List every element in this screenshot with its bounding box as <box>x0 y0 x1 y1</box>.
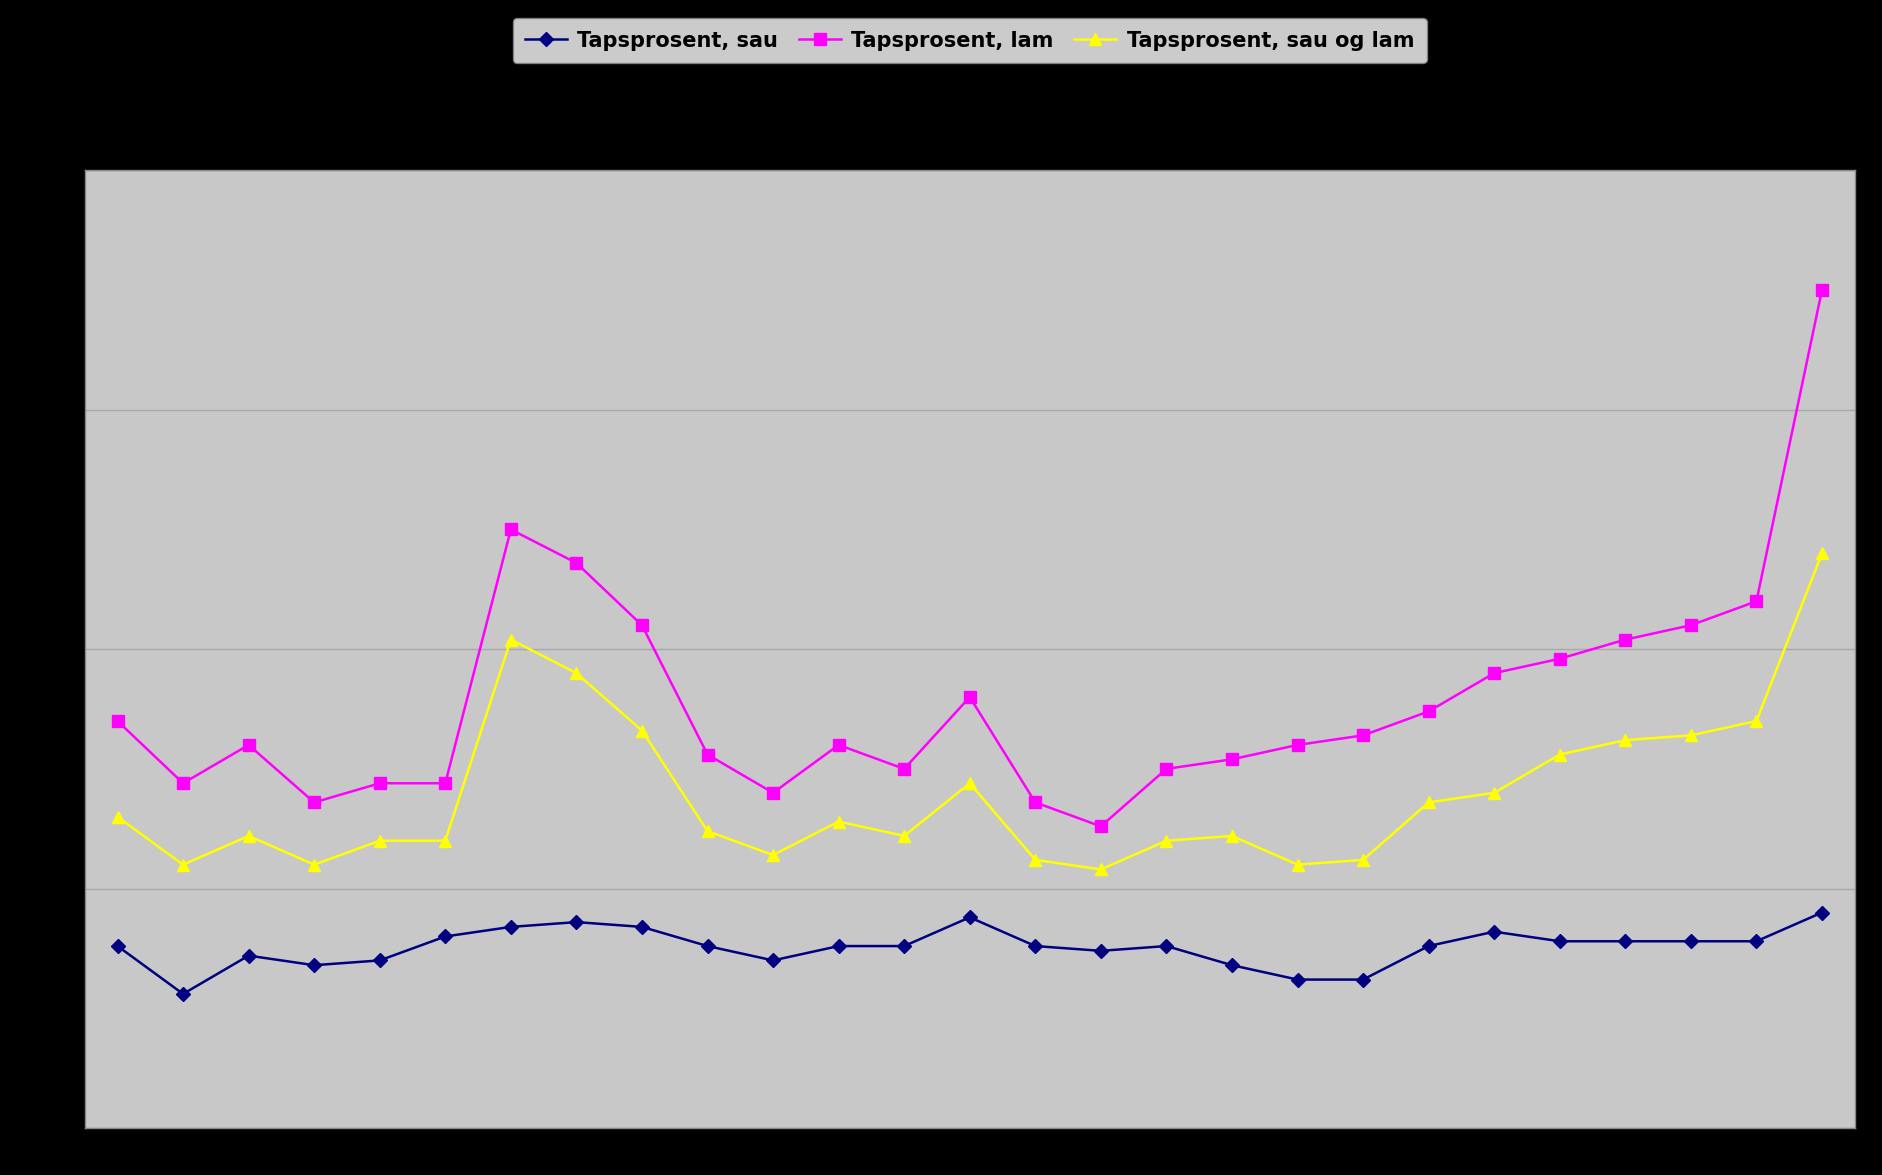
Tapsprosent, lam <box>1810 283 1833 297</box>
Tapsprosent, sau <box>1024 939 1046 953</box>
Tapsprosent, sau og lam <box>1483 786 1506 800</box>
Tapsprosent, sau og lam <box>826 814 849 828</box>
Tapsprosent, sau <box>958 911 981 925</box>
Tapsprosent, sau og lam <box>1220 828 1242 842</box>
Line: Tapsprosent, lam: Tapsprosent, lam <box>111 284 1827 833</box>
Tapsprosent, sau og lam <box>1024 853 1046 867</box>
Tapsprosent, sau og lam <box>630 724 653 738</box>
Tapsprosent, lam <box>1154 761 1176 776</box>
Tapsprosent, lam <box>892 761 915 776</box>
Tapsprosent, sau <box>1285 973 1308 987</box>
Tapsprosent, sau og lam <box>237 828 260 842</box>
Tapsprosent, lam <box>565 556 587 570</box>
Tapsprosent, sau og lam <box>171 858 194 872</box>
Tapsprosent, sau <box>1483 925 1506 939</box>
Tapsprosent, sau <box>303 958 326 972</box>
Tapsprosent, sau <box>696 939 719 953</box>
Tapsprosent, sau <box>1351 973 1374 987</box>
Legend: Tapsprosent, sau, Tapsprosent, lam, Tapsprosent, sau og lam: Tapsprosent, sau, Tapsprosent, lam, Taps… <box>512 18 1427 63</box>
Tapsprosent, lam <box>369 777 391 791</box>
Tapsprosent, lam <box>105 714 128 728</box>
Tapsprosent, lam <box>1417 704 1440 718</box>
Tapsprosent, lam <box>1483 666 1506 680</box>
Tapsprosent, sau og lam <box>1154 833 1176 847</box>
Tapsprosent, sau og lam <box>1351 853 1374 867</box>
Tapsprosent, sau <box>369 953 391 967</box>
Tapsprosent, sau <box>433 929 455 944</box>
Tapsprosent, sau og lam <box>499 632 521 646</box>
Tapsprosent, lam <box>499 523 521 537</box>
Tapsprosent, sau og lam <box>1090 862 1112 877</box>
Tapsprosent, sau og lam <box>958 777 981 791</box>
Tapsprosent, sau og lam <box>1547 747 1570 761</box>
Tapsprosent, sau <box>1679 934 1701 948</box>
Tapsprosent, sau og lam <box>565 666 587 680</box>
Tapsprosent, sau og lam <box>1285 858 1308 872</box>
Tapsprosent, sau <box>1220 958 1242 972</box>
Tapsprosent, sau og lam <box>1679 728 1701 743</box>
Tapsprosent, sau og lam <box>696 824 719 838</box>
Tapsprosent, lam <box>303 795 326 810</box>
Tapsprosent, lam <box>1024 795 1046 810</box>
Tapsprosent, lam <box>433 777 455 791</box>
Tapsprosent, sau og lam <box>105 810 128 824</box>
Tapsprosent, lam <box>630 618 653 632</box>
Tapsprosent, sau og lam <box>1810 546 1833 560</box>
Tapsprosent, lam <box>1547 652 1570 666</box>
Tapsprosent, sau og lam <box>433 833 455 847</box>
Tapsprosent, sau <box>630 920 653 934</box>
Tapsprosent, lam <box>826 738 849 752</box>
Tapsprosent, sau <box>826 939 849 953</box>
Tapsprosent, sau <box>171 987 194 1001</box>
Tapsprosent, lam <box>171 777 194 791</box>
Tapsprosent, sau <box>1417 939 1440 953</box>
Line: Tapsprosent, sau: Tapsprosent, sau <box>113 907 1826 999</box>
Tapsprosent, sau <box>1547 934 1570 948</box>
Tapsprosent, sau <box>1154 939 1176 953</box>
Tapsprosent, sau og lam <box>1417 795 1440 810</box>
Tapsprosent, lam <box>1220 752 1242 766</box>
Tapsprosent, lam <box>237 738 260 752</box>
Tapsprosent, sau og lam <box>303 858 326 872</box>
Tapsprosent, sau <box>1613 934 1635 948</box>
Tapsprosent, lam <box>1351 728 1374 743</box>
Tapsprosent, sau og lam <box>892 828 915 842</box>
Tapsprosent, lam <box>1613 632 1635 646</box>
Tapsprosent, sau <box>565 915 587 929</box>
Tapsprosent, lam <box>1679 618 1701 632</box>
Tapsprosent, sau <box>499 920 521 934</box>
Tapsprosent, sau <box>892 939 915 953</box>
Tapsprosent, lam <box>1090 819 1112 833</box>
Tapsprosent, lam <box>762 786 785 800</box>
Tapsprosent, sau <box>237 948 260 962</box>
Tapsprosent, lam <box>696 747 719 761</box>
Tapsprosent, sau <box>1090 944 1112 958</box>
Tapsprosent, sau <box>1810 906 1833 920</box>
Tapsprosent, sau <box>1745 934 1767 948</box>
Tapsprosent, lam <box>1285 738 1308 752</box>
Tapsprosent, sau og lam <box>1613 733 1635 747</box>
Tapsprosent, sau <box>762 953 785 967</box>
Tapsprosent, sau og lam <box>1745 714 1767 728</box>
Tapsprosent, sau og lam <box>369 833 391 847</box>
Tapsprosent, sau og lam <box>762 848 785 862</box>
Tapsprosent, lam <box>1745 595 1767 609</box>
Line: Tapsprosent, sau og lam: Tapsprosent, sau og lam <box>111 548 1827 875</box>
Tapsprosent, sau <box>105 939 128 953</box>
Tapsprosent, lam <box>958 690 981 704</box>
